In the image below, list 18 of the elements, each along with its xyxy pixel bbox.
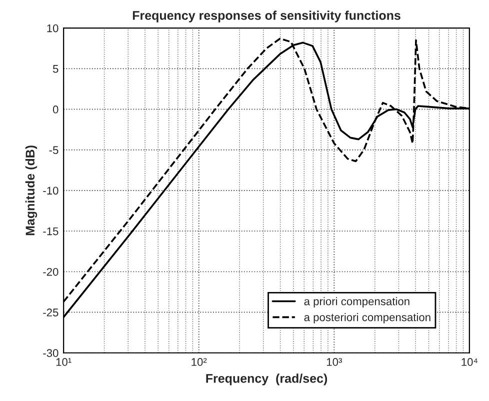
y-axis-title: Magnitude (dB) — [25, 146, 38, 236]
y-tick-label: -5 — [49, 146, 58, 154]
x-tick-label: 10⁴ — [462, 358, 478, 366]
x-axis-title: Frequency (rad/sec) — [206, 374, 328, 386]
y-tick-label: -15 — [43, 227, 58, 236]
x-tick-label: 10³ — [326, 358, 342, 366]
y-tick-label: -20 — [43, 268, 58, 276]
y-tick-label: 0 — [52, 106, 58, 114]
y-tick-label: 5 — [52, 65, 58, 73]
x-tick-label: 10¹ — [56, 358, 72, 366]
legend-label: a posteriori compensation — [304, 313, 430, 324]
legend-label: a priori compensation — [304, 297, 410, 308]
y-tick-label: 10 — [47, 24, 58, 32]
y-tick-label: -30 — [43, 349, 58, 358]
x-tick-label: 10² — [192, 358, 207, 366]
y-tick-label: -10 — [43, 186, 58, 195]
chart-title: Frequency responses of sensitivity functions — [132, 10, 400, 22]
y-tick-label: -25 — [43, 308, 58, 316]
